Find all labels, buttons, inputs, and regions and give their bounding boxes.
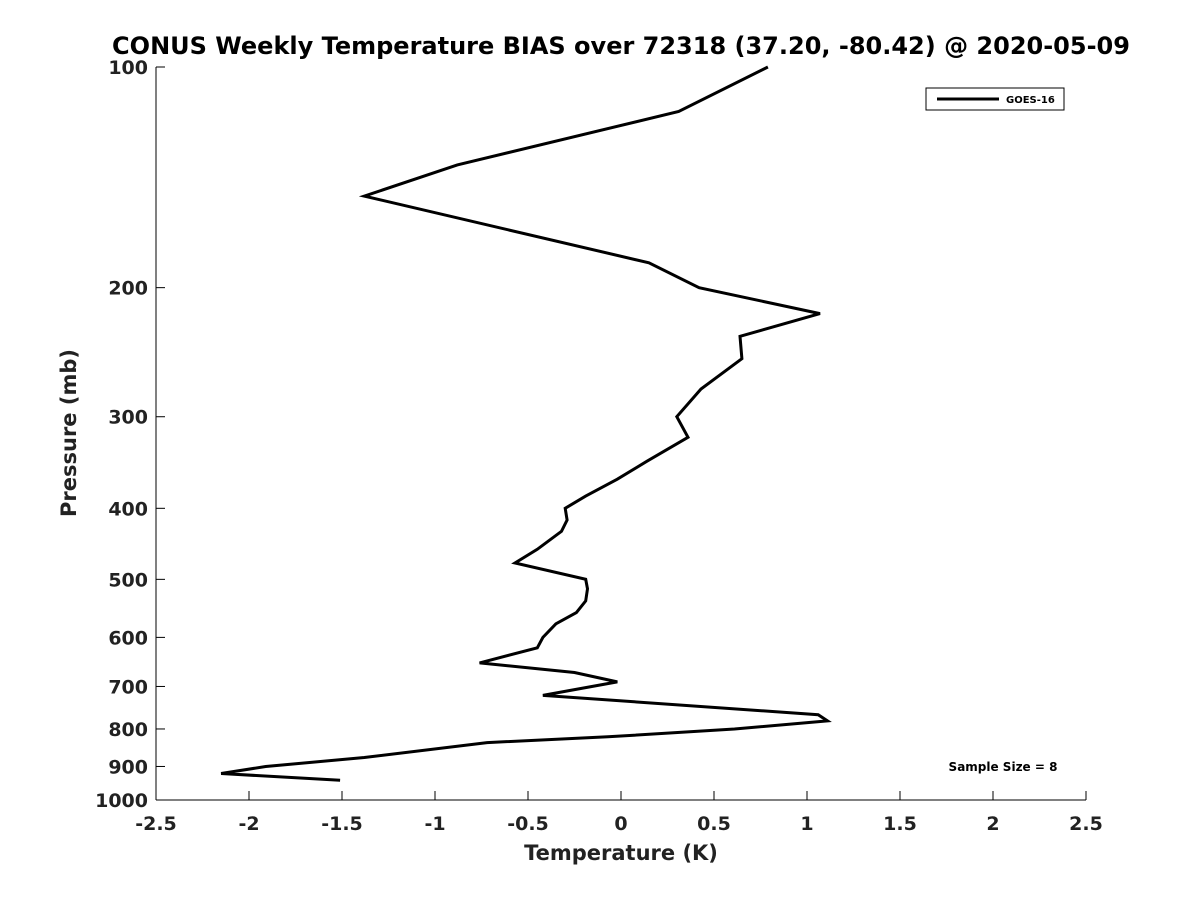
x-tick-label: -1	[424, 813, 445, 835]
y-tick-label: 400	[108, 498, 148, 520]
y-tick-label: 300	[108, 407, 148, 429]
x-axis-label: Temperature (K)	[524, 841, 718, 865]
y-tick-label: 500	[108, 569, 148, 591]
x-tick-label: 0.5	[697, 813, 731, 835]
x-tick-label: 2	[986, 813, 999, 835]
y-tick-label: 600	[108, 627, 148, 649]
x-tick-label: -2.5	[135, 813, 177, 835]
x-tick-label: -1.5	[321, 813, 363, 835]
y-tick-label: 1000	[95, 790, 148, 812]
x-tick-label: 1.5	[883, 813, 917, 835]
sample-size-annotation: Sample Size = 8	[949, 760, 1058, 774]
x-tick-label: 0	[614, 813, 627, 835]
y-axis-label: Pressure (mb)	[57, 349, 81, 517]
x-tick-label: 2.5	[1069, 813, 1103, 835]
x-tick-label: 1	[800, 813, 813, 835]
x-axis: -2.5 -2 -1.5 -1 -0.5 0 0.5 1 1.5 2 2.5	[135, 791, 1103, 835]
x-tick-label: -0.5	[507, 813, 549, 835]
y-tick-label: 900	[108, 756, 148, 778]
series-layer	[220, 65, 832, 782]
chart-title: CONUS Weekly Temperature BIAS over 72318…	[112, 32, 1130, 60]
legend-entry: GOES-16	[1006, 95, 1055, 106]
x-tick-label: -2	[238, 813, 259, 835]
y-tick-label: 800	[108, 719, 148, 741]
legend: GOES-16	[925, 87, 1065, 111]
series-line-goes-16	[220, 65, 832, 782]
y-tick-label: 200	[108, 278, 148, 300]
y-tick-label: 100	[108, 57, 148, 79]
y-tick-label: 700	[108, 676, 148, 698]
y-axis: 100 200 300 400 500 600 700 800 900 1000	[95, 57, 165, 812]
plot-area	[155, 67, 1086, 801]
